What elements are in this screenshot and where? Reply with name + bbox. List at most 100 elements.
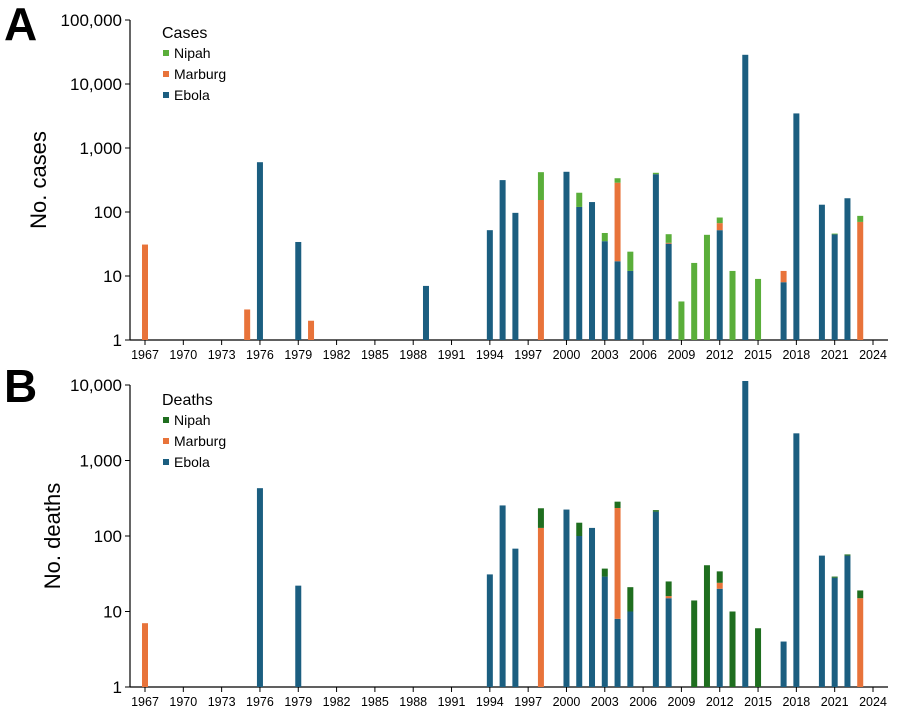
legend-title-a: Cases	[162, 25, 207, 42]
x-tick-label: 2006	[629, 695, 657, 709]
x-tick-label: 2024	[859, 695, 887, 709]
panel-b-chart: 1 10 100 1,000 10,000 1967 1970 1973 1976 1979 198…	[40, 376, 888, 709]
bar-marburg-2017	[780, 270, 787, 283]
y-tick-label: 100,000	[61, 11, 122, 30]
bar-ebola-2017	[780, 282, 787, 340]
y-tick-label: 10,000	[70, 75, 122, 94]
bar-ebola-2002	[589, 202, 596, 340]
bar-ebola-2001	[576, 206, 583, 340]
bar-ebola-2012	[716, 230, 723, 340]
x-tick-label: 1973	[208, 348, 236, 362]
bar-marburg-2023	[857, 598, 864, 687]
bar-ebola-1994	[486, 230, 493, 340]
bar-nipah-2012	[716, 571, 723, 583]
bar-ebola-2020	[818, 204, 825, 340]
bar-ebola-2001	[576, 536, 583, 687]
bar-nipah-2015	[755, 278, 762, 340]
y-tick-label: 10,000	[70, 376, 122, 395]
bar-ebola-2022	[844, 198, 851, 340]
x-tick-label: 1979	[284, 695, 312, 709]
bar-nipah-2008	[665, 234, 672, 243]
bar-marburg-1998	[537, 199, 544, 340]
bar-ebola-1976	[256, 162, 263, 340]
x-tick-label: 2012	[706, 348, 734, 362]
bar-marburg-2008	[665, 596, 672, 599]
bar-ebola-2018	[793, 113, 800, 340]
x-tick-label: 2018	[782, 348, 810, 362]
bar-ebola-2000	[563, 509, 570, 687]
bar-nipah-2013	[729, 611, 736, 687]
legend-swatch-marburg	[163, 71, 169, 77]
bar-nipah-2005	[627, 251, 634, 271]
x-tick-label: 1973	[208, 695, 236, 709]
x-tick-label: 1988	[399, 695, 427, 709]
bar-nipah-2011	[703, 234, 710, 340]
x-tick-label: 1991	[438, 348, 466, 362]
x-tick-label: 1976	[246, 348, 274, 362]
bar-marburg-1998	[537, 527, 544, 687]
legend-swatch-ebola	[163, 459, 169, 465]
x-tick-label: 2018	[782, 695, 810, 709]
bar-nipah-2003	[601, 232, 608, 242]
panel-letter-a: A	[4, 0, 37, 50]
bar-nipah-2013	[729, 270, 736, 340]
x-tick-label: 1967	[131, 695, 159, 709]
x-tick-label: 1982	[323, 348, 351, 362]
legend-label-marburg: Marburg	[174, 433, 226, 449]
bar-marburg-1980	[308, 320, 315, 340]
bar-nipah-2008	[665, 581, 672, 597]
panel-a-chart: 1 10 100 1,000 10,000 100,000 1967 1970 1973 1976…	[26, 11, 888, 362]
legend-label-ebola: Ebola	[174, 454, 210, 470]
bar-ebola-2000	[563, 171, 570, 340]
x-tick-label: 1982	[323, 695, 351, 709]
bar-ebola-2012	[716, 588, 723, 687]
legend-swatch-ebola	[163, 92, 169, 98]
bar-marburg-2008	[665, 242, 672, 244]
x-tick-label: 2003	[591, 695, 619, 709]
x-tick-label: 2021	[821, 348, 849, 362]
legend-label-nipah: Nipah	[174, 45, 211, 61]
y-tick-label: 1	[113, 331, 122, 350]
bar-nipah-2001	[576, 192, 583, 207]
x-tick-label: 1994	[476, 695, 504, 709]
y-tick-label: 100	[94, 203, 122, 222]
y-tick-label: 10	[103, 603, 122, 622]
legend-label-ebola: Ebola	[174, 87, 210, 103]
bar-ebola-2014	[742, 54, 749, 340]
bar-marburg-2023	[857, 221, 864, 340]
bar-marburg-1967	[142, 623, 148, 687]
bar-ebola-1994	[486, 574, 493, 687]
bar-ebola-2014	[742, 380, 749, 687]
bar-nipah-2004	[614, 178, 621, 183]
bar-ebola-2005	[627, 270, 634, 340]
x-tick-label: 2009	[668, 348, 696, 362]
bar-ebola-2004	[614, 618, 621, 687]
bar-nipah-2007	[652, 172, 659, 175]
x-tick-label: 2000	[553, 695, 581, 709]
x-tick-label: 2021	[821, 695, 849, 709]
x-tick-label: 1985	[361, 348, 389, 362]
y-tick-label: 100	[94, 527, 122, 546]
x-tick-label: 1991	[438, 695, 466, 709]
bar-ebola-2018	[793, 433, 800, 687]
legend-label-nipah: Nipah	[174, 412, 211, 428]
x-tick-label: 2015	[744, 348, 772, 362]
bar-ebola-2003	[601, 241, 608, 340]
panel-letter-b: B	[4, 360, 37, 412]
bar-ebola-2007	[652, 174, 659, 340]
bar-nipah-2021	[831, 233, 838, 235]
bar-ebola-2007	[652, 511, 659, 687]
bar-ebola-2020	[818, 555, 825, 687]
x-tick-label: 1970	[169, 695, 197, 709]
x-tick-label: 1967	[131, 348, 159, 362]
x-tick-label: 2024	[859, 348, 887, 362]
bar-nipah-2009	[678, 301, 685, 340]
bar-marburg-2004	[614, 182, 621, 262]
x-tick-label: 1970	[169, 348, 197, 362]
bar-ebola-1979	[295, 585, 302, 687]
bar-nipah-2001	[576, 522, 583, 536]
bar-ebola-2002	[589, 527, 596, 687]
bar-marburg-2012	[716, 223, 723, 231]
x-tick-label: 1988	[399, 348, 427, 362]
